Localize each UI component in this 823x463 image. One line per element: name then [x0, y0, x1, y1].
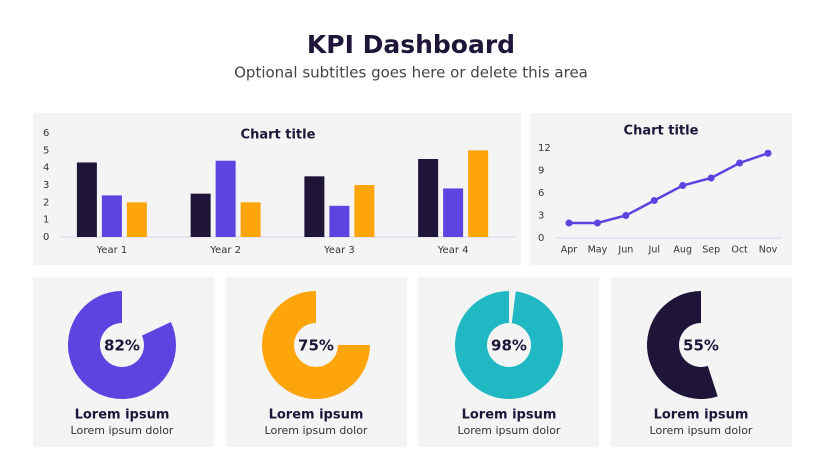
donut-segment	[454, 291, 563, 400]
point	[565, 219, 573, 227]
card-subtitle: Lorem ipsum dolor	[458, 424, 561, 437]
x-tick-label: Oct	[731, 245, 748, 256]
donut-segment	[68, 291, 176, 400]
x-tick-label: Year 1	[96, 245, 128, 256]
x-tick-label: May	[588, 245, 608, 256]
chart-title: Chart title	[624, 124, 699, 139]
bar	[240, 202, 261, 237]
donut-segment	[262, 291, 370, 399]
y-tick-label: 2	[43, 197, 49, 208]
bar	[418, 159, 439, 237]
x-tick-label: Sep	[702, 245, 720, 256]
y-tick-label: 0	[43, 232, 49, 243]
value-label: 82%	[104, 337, 140, 355]
bar	[443, 188, 464, 237]
donut-segment	[647, 291, 718, 399]
point	[764, 149, 772, 157]
y-tick-label: 9	[538, 166, 544, 177]
card-title: Lorem ipsum	[654, 408, 749, 423]
point	[593, 219, 601, 227]
y-tick-label: 1	[43, 215, 49, 226]
x-tick-label: Jul	[648, 245, 660, 256]
value-label: 55%	[683, 337, 719, 355]
x-tick-label: Nov	[759, 245, 778, 256]
card-title: Lorem ipsum	[462, 408, 557, 423]
value-label: 98%	[491, 337, 527, 355]
y-tick-label: 3	[538, 211, 544, 222]
x-tick-label: Apr	[561, 245, 578, 256]
bar	[190, 193, 211, 237]
bar	[101, 195, 122, 237]
point	[622, 212, 630, 219]
card-subtitle: Lorem ipsum dolor	[71, 424, 174, 437]
card-subtitle: Lorem ipsum dolor	[265, 424, 368, 437]
y-tick-label: 6	[43, 128, 49, 139]
y-tick-label: 0	[538, 233, 544, 244]
bar	[76, 162, 97, 237]
value-label: 75%	[298, 337, 334, 355]
y-tick-label: 6	[538, 188, 544, 199]
bar	[329, 205, 350, 237]
x-tick-label: Jun	[617, 245, 633, 256]
x-tick-label: Aug	[673, 245, 692, 256]
card	[33, 113, 521, 265]
page-subtitle: Optional subtitles goes here or delete t…	[234, 64, 588, 82]
bar	[215, 160, 236, 237]
point	[707, 174, 715, 182]
y-tick-label: 5	[43, 145, 49, 156]
point	[736, 159, 744, 167]
line	[569, 152, 769, 225]
page-title: KPI Dashboard	[307, 30, 515, 59]
point	[679, 182, 687, 189]
y-tick-label: 3	[43, 180, 49, 191]
point	[650, 197, 658, 204]
card-subtitle: Lorem ipsum dolor	[650, 424, 753, 437]
card	[33, 277, 214, 447]
chart-title: Chart title	[241, 128, 316, 143]
bar	[354, 185, 375, 237]
card	[226, 277, 407, 447]
card-title: Lorem ipsum	[75, 408, 170, 423]
card-title: Lorem ipsum	[269, 408, 364, 423]
x-tick-label: Year 4	[437, 245, 469, 256]
y-tick-label: 12	[538, 143, 551, 154]
card	[611, 277, 792, 447]
card	[530, 113, 792, 265]
bar	[126, 202, 147, 237]
x-tick-label: Year 2	[209, 245, 241, 256]
y-tick-label: 4	[43, 163, 49, 174]
bar	[468, 150, 489, 237]
x-tick-label: Year 3	[323, 245, 355, 256]
bar	[304, 176, 325, 237]
